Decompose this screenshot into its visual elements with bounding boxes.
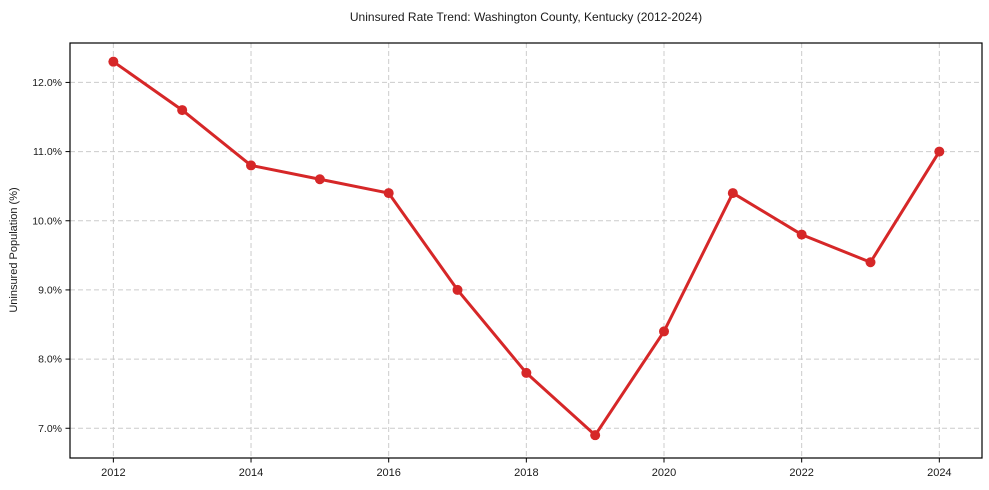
x-tick-label: 2024 — [927, 467, 951, 479]
y-tick-label: 12.0% — [32, 77, 62, 89]
data-point — [727, 188, 738, 199]
data-point — [383, 188, 394, 199]
x-tick-label: 2020 — [652, 467, 676, 479]
chart-title: Uninsured Rate Trend: Washington County,… — [349, 10, 703, 24]
data-point — [314, 174, 325, 185]
data-point — [108, 56, 119, 67]
y-tick-label: 7.0% — [38, 423, 62, 435]
data-point — [865, 257, 876, 268]
x-tick-label: 2022 — [789, 467, 813, 479]
data-point — [796, 229, 807, 240]
data-point — [521, 367, 532, 378]
data-point — [246, 160, 257, 171]
x-tick-label: 2012 — [101, 467, 125, 479]
y-tick-label: 9.0% — [38, 284, 62, 296]
data-point — [934, 146, 945, 157]
data-point — [590, 430, 601, 441]
x-tick-label: 2018 — [514, 467, 538, 479]
x-tick-label: 2016 — [376, 467, 400, 479]
x-tick-label: 2014 — [239, 467, 263, 479]
data-point — [452, 284, 463, 295]
y-tick-label: 8.0% — [38, 354, 62, 366]
y-tick-label: 11.0% — [33, 146, 62, 158]
data-point — [177, 105, 188, 116]
y-tick-label: 10.0% — [32, 215, 62, 227]
data-point — [659, 326, 670, 337]
